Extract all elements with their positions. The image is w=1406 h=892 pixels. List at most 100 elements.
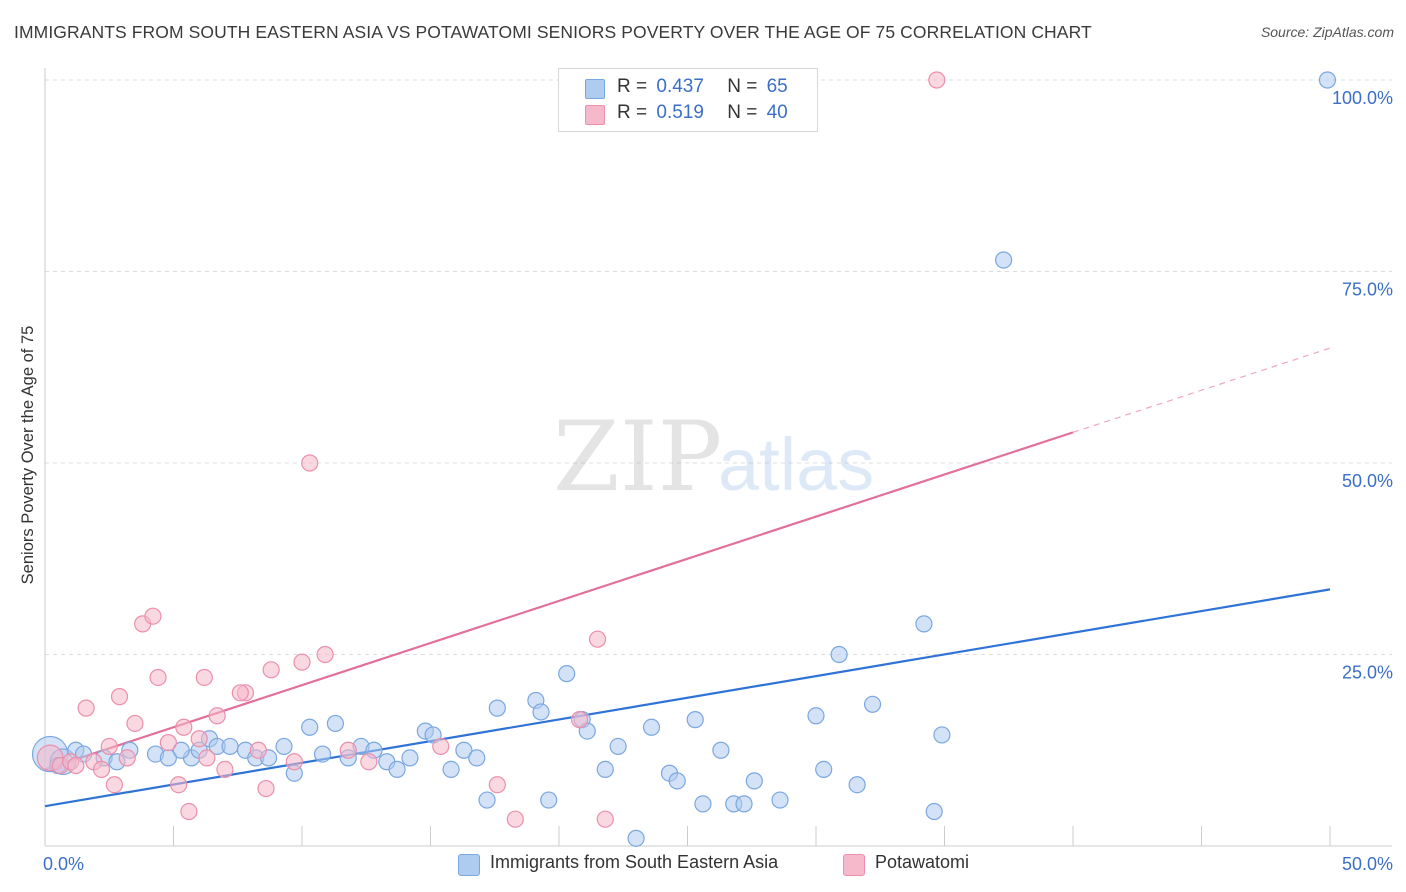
point-immigrants	[442, 760, 460, 779]
point-potawatomi	[588, 630, 607, 648]
point-immigrants	[488, 699, 506, 717]
y-tick-label: 25.0%	[1342, 663, 1393, 683]
watermark-zip: ZIP	[553, 401, 722, 513]
source-label: Source: ZipAtlas.com	[1260, 24, 1394, 40]
point-immigrants	[532, 703, 550, 721]
point-immigrants	[468, 749, 486, 767]
point-potawatomi	[506, 810, 524, 828]
chart-title: IMMIGRANTS FROM SOUTH EASTERN ASIA VS PO…	[14, 22, 1092, 42]
point-potawatomi	[198, 749, 216, 767]
point-immigrants	[326, 714, 345, 733]
point-potawatomi	[570, 711, 589, 729]
point-potawatomi	[195, 668, 213, 687]
point-immigrants	[807, 707, 825, 725]
point-potawatomi	[293, 653, 311, 671]
point-immigrants	[863, 695, 882, 713]
legend-swatch-blue	[458, 854, 480, 876]
point-immigrants	[1318, 71, 1337, 89]
y-tick-label: 50.0%	[1342, 471, 1393, 491]
point-potawatomi	[126, 714, 144, 733]
legend-r-value-pink: 0.519	[656, 102, 704, 123]
point-potawatomi	[149, 668, 167, 687]
point-potawatomi	[301, 454, 319, 472]
point-immigrants	[668, 772, 686, 790]
legend-n-label: N =	[727, 102, 758, 123]
point-immigrants	[735, 795, 753, 813]
point-immigrants	[540, 791, 558, 809]
data-points	[31, 71, 1337, 847]
legend-label-immigrants: Immigrants from South Eastern Asia	[490, 852, 779, 872]
point-potawatomi	[105, 776, 123, 794]
legend-n-label: N =	[727, 76, 758, 97]
point-immigrants	[933, 726, 951, 744]
point-potawatomi	[249, 741, 267, 759]
y-tick-label: 75.0%	[1342, 280, 1393, 300]
point-immigrants	[313, 745, 332, 763]
point-potawatomi	[170, 776, 188, 794]
point-immigrants	[771, 791, 789, 809]
legend-label-potawatomi: Potawatomi	[875, 852, 970, 872]
point-immigrants	[830, 645, 848, 664]
point-potawatomi	[339, 741, 357, 759]
watermark-atlas: atlas	[718, 423, 874, 506]
point-immigrants	[478, 791, 496, 809]
legend-r-label: R =	[617, 76, 648, 97]
point-potawatomi	[360, 753, 378, 771]
point-potawatomi	[928, 71, 946, 89]
point-potawatomi	[316, 645, 334, 664]
point-immigrants	[455, 741, 473, 759]
legend-r-value-blue: 0.437	[656, 76, 704, 97]
legend-r-label: R =	[617, 102, 648, 123]
axes	[44, 68, 1392, 847]
point-immigrants	[995, 251, 1013, 269]
legend-n-value-blue: 65	[766, 76, 788, 97]
point-immigrants	[301, 718, 319, 736]
x-tick-label: 0.0%	[43, 854, 84, 874]
legend-swatch-blue	[585, 79, 605, 99]
point-potawatomi	[100, 737, 118, 756]
point-immigrants	[915, 615, 933, 633]
point-immigrants	[558, 665, 576, 683]
point-potawatomi	[144, 607, 162, 625]
point-immigrants	[609, 737, 627, 756]
point-potawatomi	[175, 718, 193, 736]
point-immigrants	[596, 760, 614, 779]
point-potawatomi	[432, 737, 450, 756]
trend-line	[44, 588, 1331, 808]
point-potawatomi	[180, 802, 198, 821]
point-potawatomi	[488, 776, 506, 794]
point-immigrants	[815, 760, 833, 779]
legend-n-value-pink: 40	[766, 102, 788, 123]
tick-labels: 0.0% 50.0% 25.0% 50.0% 75.0% 100.0%	[43, 88, 1393, 874]
stats-legend: R = 0.437 N = 65 R = 0.519 N = 40	[558, 68, 818, 132]
point-potawatomi	[118, 749, 136, 767]
grid-lines	[45, 79, 1392, 655]
point-immigrants	[694, 795, 712, 813]
y-tick-label: 100.0%	[1332, 88, 1393, 108]
point-immigrants	[401, 749, 419, 767]
point-immigrants	[642, 718, 661, 736]
watermark: ZIP atlas	[553, 401, 874, 513]
point-potawatomi	[110, 688, 129, 706]
point-potawatomi	[190, 730, 208, 748]
point-potawatomi	[257, 779, 275, 798]
point-potawatomi	[216, 760, 234, 779]
point-potawatomi	[285, 753, 303, 771]
x-tick-label: 50.0%	[1342, 854, 1393, 874]
point-immigrants	[388, 760, 406, 779]
point-immigrants	[627, 829, 645, 847]
point-potawatomi	[231, 684, 249, 702]
point-immigrants	[712, 741, 730, 759]
point-potawatomi	[77, 699, 95, 717]
point-immigrants	[848, 776, 866, 794]
point-immigrants	[221, 737, 239, 756]
point-immigrants	[686, 711, 704, 729]
point-immigrants	[925, 802, 943, 821]
legend-swatch-pink	[843, 854, 865, 876]
legend-swatch-pink	[585, 105, 605, 125]
point-potawatomi	[596, 810, 614, 828]
y-axis-label: Seniors Poverty Over the Age of 75	[19, 326, 37, 585]
point-potawatomi	[92, 760, 111, 779]
point-potawatomi	[159, 733, 177, 752]
